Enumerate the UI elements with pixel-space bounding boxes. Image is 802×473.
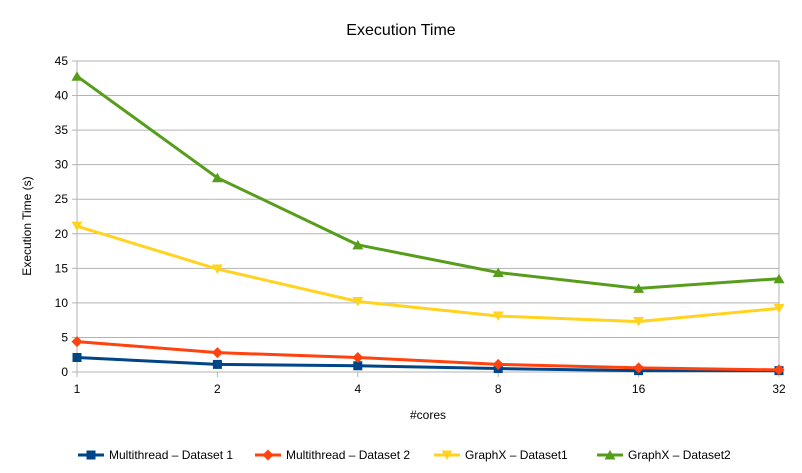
legend-label: Multithread – Dataset 2	[286, 448, 410, 462]
data-point	[72, 352, 82, 362]
x-axis-title: #cores	[410, 408, 446, 422]
data-point	[352, 239, 364, 250]
y-tick-label: 40	[55, 89, 69, 103]
series-2	[71, 336, 785, 376]
y-tick-label: 25	[55, 192, 69, 206]
legend-marker	[86, 450, 96, 460]
data-point	[352, 297, 364, 307]
y-tick-label: 35	[55, 123, 69, 137]
data-point	[71, 336, 83, 348]
data-point	[211, 347, 223, 359]
y-axis-ticks: 0 5 10 15 20 25 30 35 40 45	[55, 54, 77, 379]
gridlines	[77, 60, 779, 373]
x-tick-label: 32	[772, 382, 786, 396]
data-point	[492, 358, 504, 370]
series-group	[71, 71, 785, 376]
data-point	[492, 267, 504, 277]
y-tick-label: 10	[55, 296, 69, 310]
chart-title: Execution Time	[346, 22, 455, 39]
plot-area	[76, 60, 780, 373]
data-point	[352, 351, 364, 363]
data-point	[633, 317, 645, 327]
legend-label: GraphX – Dataset1	[465, 448, 568, 462]
series-line	[76, 224, 780, 324]
legend-label: GraphX – Dataset2	[628, 448, 731, 462]
legend: Multithread – Dataset 1 Multithread – Dat…	[78, 448, 731, 462]
series-4	[71, 71, 785, 293]
data-point	[773, 303, 785, 314]
legend-marker	[262, 449, 274, 461]
x-tick-label: 1	[74, 382, 81, 396]
series-line	[76, 340, 780, 372]
data-point	[211, 264, 223, 275]
legend-label: Multithread – Dataset 1	[109, 448, 233, 462]
y-tick-label: 5	[61, 330, 68, 344]
series-line	[76, 74, 780, 290]
x-tick-label: 4	[354, 382, 361, 396]
y-axis-title: Execution Time (s)	[20, 176, 34, 275]
data-point	[353, 361, 363, 371]
x-tick-label: 8	[495, 382, 502, 396]
y-tick-label: 15	[55, 261, 69, 275]
data-point	[773, 364, 785, 376]
legend-marker	[441, 450, 453, 460]
x-tick-label: 2	[214, 382, 221, 396]
data-point	[633, 283, 645, 293]
data-point	[633, 362, 645, 374]
series-3	[71, 221, 785, 327]
x-axis-ticks: 1 2 4 8 16 32	[74, 372, 786, 396]
data-point	[71, 221, 83, 232]
y-tick-label: 0	[61, 365, 68, 379]
legend-item: Multithread – Dataset 2	[255, 448, 410, 462]
series-line	[76, 355, 779, 373]
legend-marker	[604, 450, 616, 460]
legend-item: GraphX – Dataset1	[434, 448, 568, 462]
data-point	[212, 359, 222, 369]
data-point	[492, 311, 504, 322]
x-tick-label: 16	[632, 382, 646, 396]
legend-item: GraphX – Dataset2	[597, 448, 731, 462]
data-point	[211, 172, 223, 183]
legend-item: Multithread – Dataset 1	[78, 448, 233, 462]
y-tick-label: 45	[55, 54, 69, 68]
data-point	[71, 71, 83, 81]
y-tick-label: 20	[55, 227, 69, 241]
data-point	[773, 273, 785, 284]
y-tick-label: 30	[55, 158, 69, 172]
